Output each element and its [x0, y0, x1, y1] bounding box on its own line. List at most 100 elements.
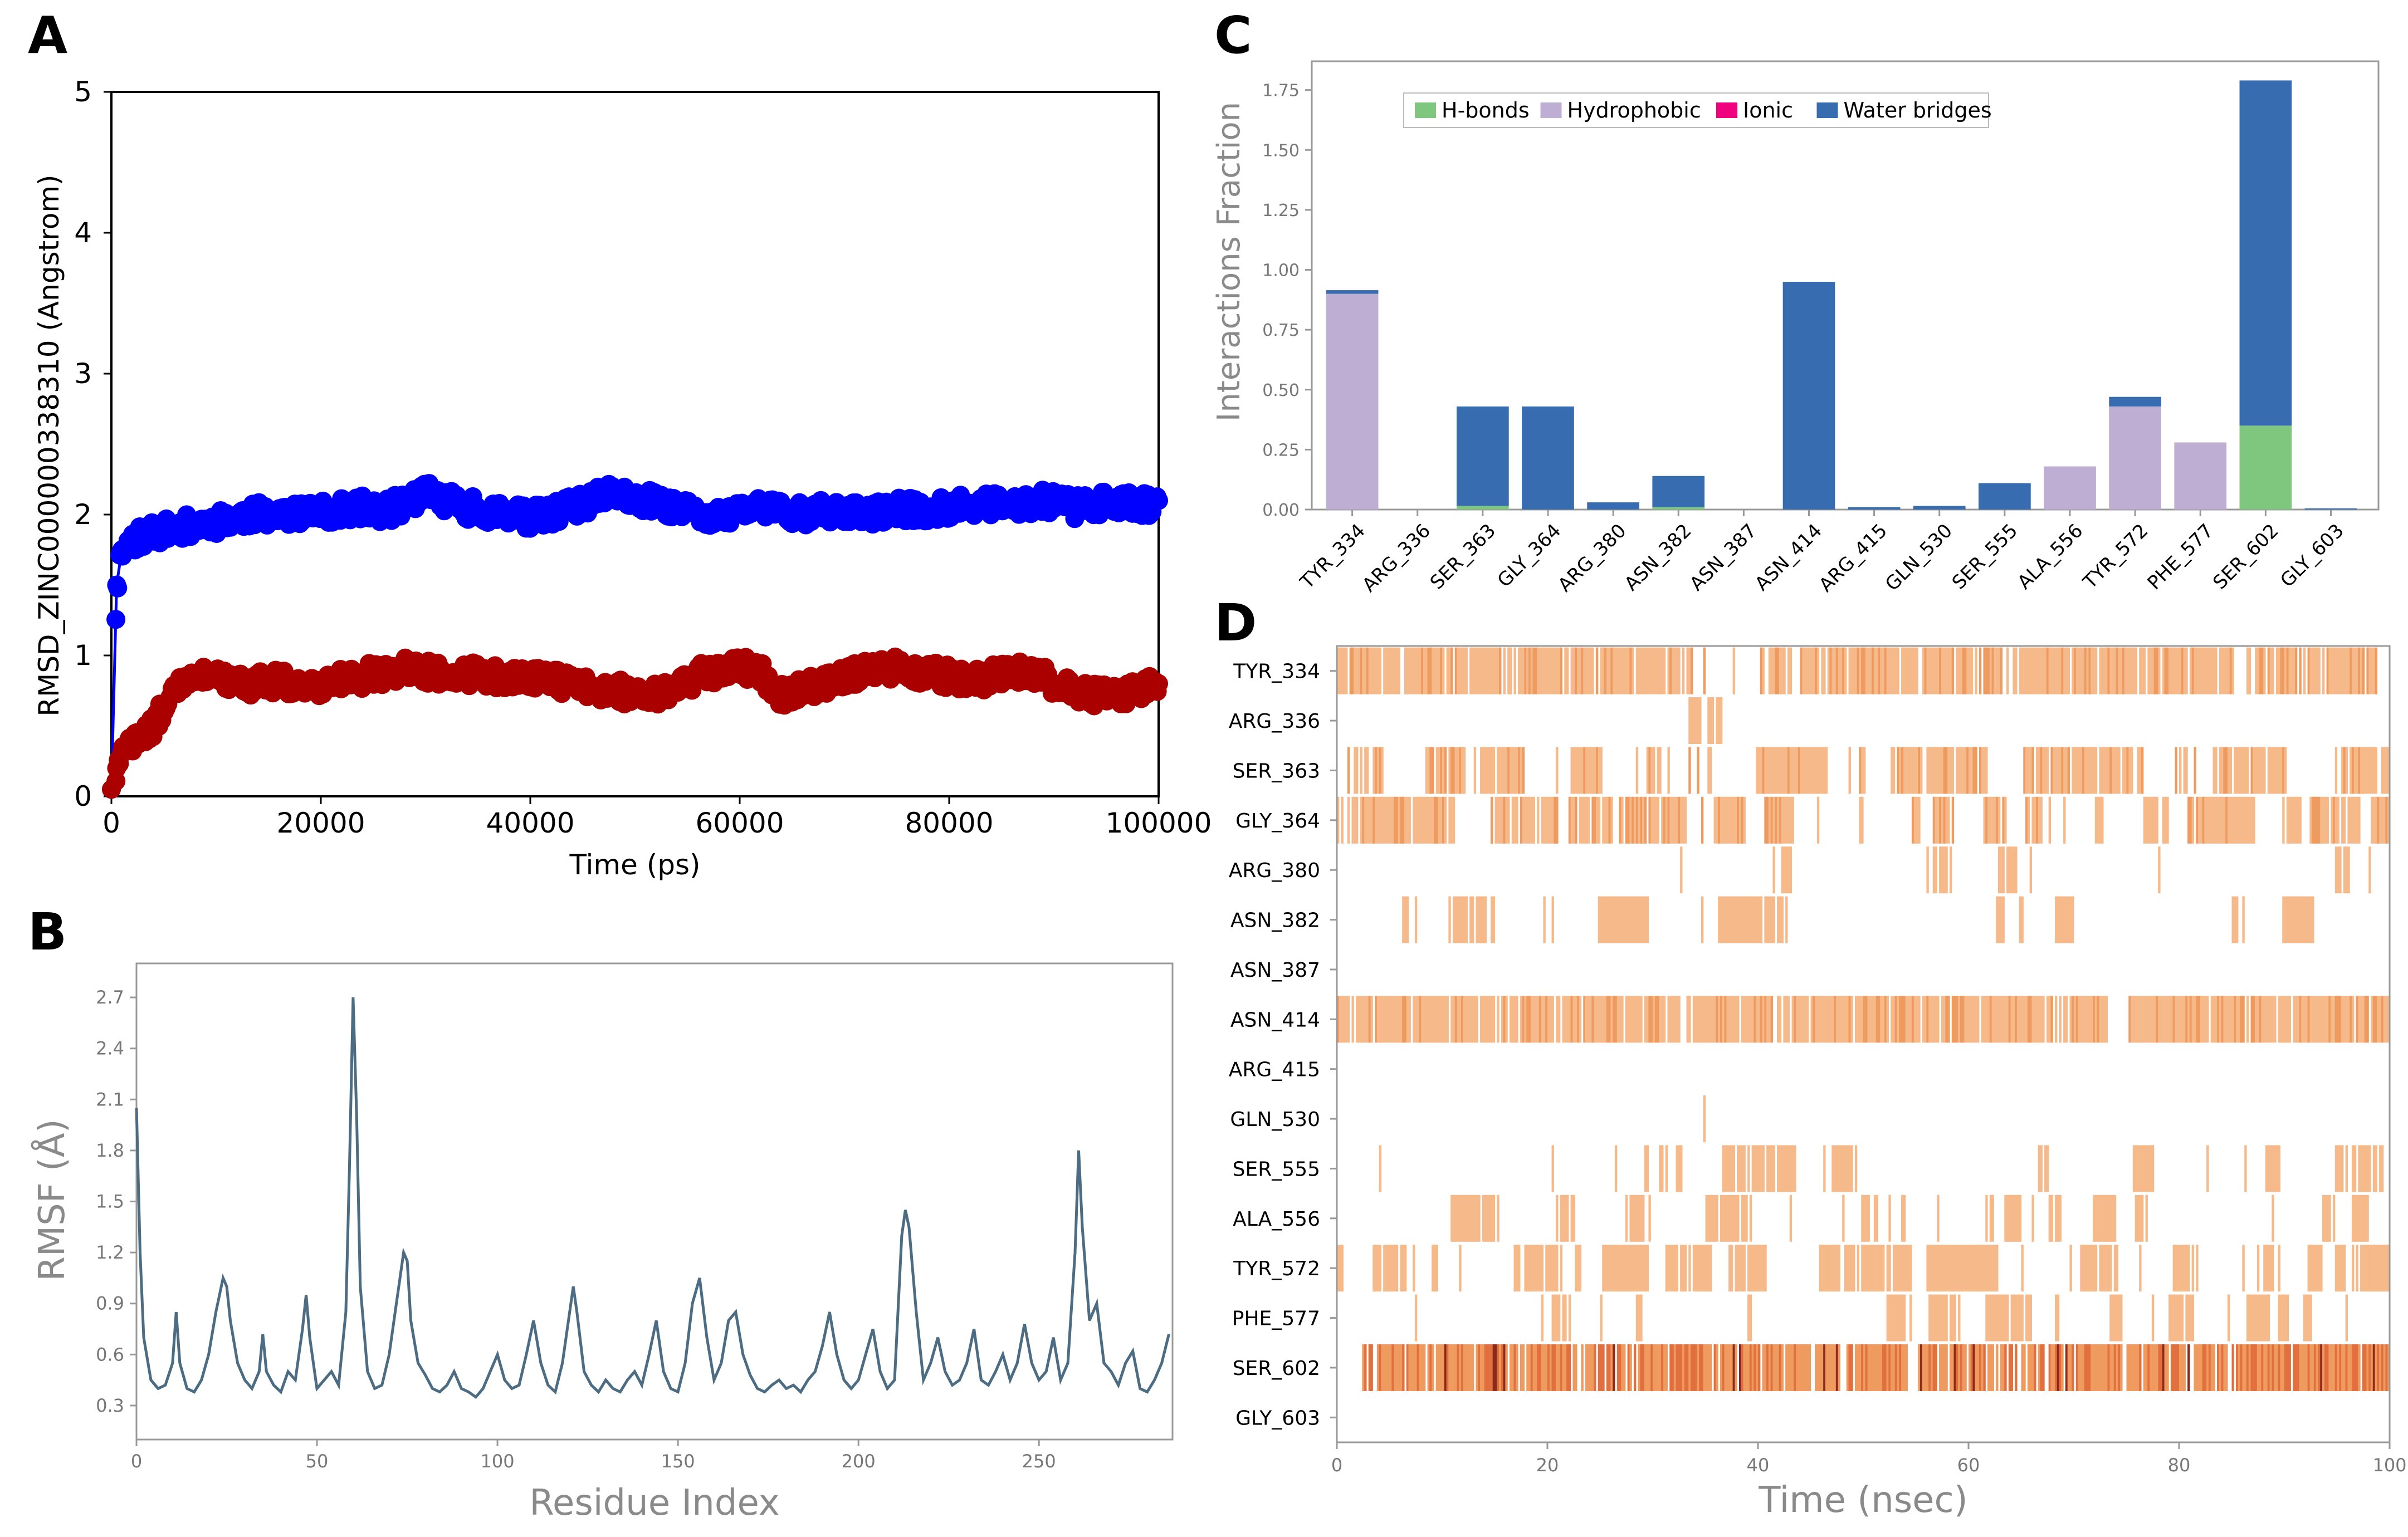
timeline-cell — [1996, 1344, 1999, 1391]
legend-entry: Water bridges — [1844, 98, 1992, 123]
timeline-cell — [1551, 1294, 1554, 1342]
rmsd-y-tick-label: 3 — [74, 358, 92, 390]
timeline-cell — [2212, 747, 2215, 794]
timeline-cell — [1943, 996, 1946, 1043]
timeline-cell — [1760, 896, 1763, 943]
timeline-cell — [1977, 1344, 1980, 1391]
timeline-cell — [2031, 747, 2034, 794]
timeline-cell — [2029, 1344, 2032, 1391]
timeline-category-label: PHE_577 — [1232, 1308, 1320, 1330]
interactions-category-label: ARG_380 — [1554, 520, 1631, 596]
timeline-cell — [1490, 796, 1493, 844]
timeline-cell — [2299, 796, 2302, 844]
timeline-cell — [1389, 647, 1392, 694]
timeline-cell — [1376, 996, 1380, 1043]
timeline-cell — [2351, 747, 2355, 794]
timeline-cell — [1394, 1344, 1396, 1391]
timeline-cell — [2027, 747, 2030, 794]
timeline-cell — [1547, 647, 1550, 694]
timeline-cell — [1543, 796, 1546, 844]
timeline-cell — [1375, 1245, 1378, 1292]
timeline-cell — [1800, 1344, 1803, 1391]
timeline-cell — [1781, 1344, 1784, 1391]
timeline-cell — [1657, 996, 1659, 1043]
timeline-cell — [2202, 796, 2205, 844]
timeline-cell — [1642, 1344, 1645, 1391]
timeline-cell — [1516, 796, 1518, 844]
timeline-cell — [2145, 1145, 2148, 1192]
timeline-cell — [2103, 747, 2106, 794]
timeline-cell — [1932, 846, 1936, 894]
timeline-cell — [1831, 1145, 1834, 1192]
timeline-cell — [2053, 647, 2055, 694]
timeline-cell — [2145, 1344, 2148, 1391]
timeline-cell — [1798, 747, 1801, 794]
timeline-cell — [1526, 996, 1529, 1043]
timeline-cell — [2248, 1294, 2251, 1342]
timeline-cell — [1648, 1344, 1651, 1391]
timeline-cell — [1926, 1245, 1929, 1292]
timeline-cell — [1423, 647, 1426, 694]
interactions-category-label: ASN_414 — [1751, 520, 1826, 595]
timeline-cell — [1991, 1344, 1994, 1391]
timeline-cell — [2307, 1294, 2310, 1342]
timeline-cell — [2265, 1344, 2268, 1391]
timeline-cell — [1951, 747, 1955, 794]
timeline-cell — [2097, 996, 2099, 1043]
timeline-cell — [2046, 647, 2049, 694]
timeline-cell — [1953, 1344, 1956, 1391]
timeline-cell — [1937, 796, 1940, 844]
timeline-x-tick-label: 100 — [2372, 1455, 2406, 1476]
timeline-cell — [2385, 796, 2388, 844]
timeline-cell — [1838, 1145, 1841, 1192]
timeline-cell — [1850, 1245, 1853, 1292]
timeline-cell — [1414, 647, 1418, 694]
timeline-cell — [1794, 1344, 1796, 1391]
timeline-cell — [2360, 996, 2363, 1043]
timeline-cell — [2000, 647, 2003, 694]
timeline-cell — [1770, 1145, 1774, 1192]
timeline-cell — [1945, 796, 1948, 844]
timeline-cell — [1488, 996, 1491, 1043]
timeline-cell — [1863, 1245, 1866, 1292]
timeline-cell — [1958, 747, 1961, 794]
timeline-cell — [1347, 796, 1350, 844]
timeline-cell — [2339, 1344, 2342, 1391]
timeline-cell — [2191, 796, 2195, 844]
timeline-cell — [1362, 796, 1365, 844]
timeline-cell — [1526, 647, 1529, 694]
timeline-cell — [1570, 1195, 1573, 1242]
timeline-cell — [1835, 1245, 1839, 1292]
timeline-cell — [1511, 1344, 1515, 1391]
timeline-cell — [1606, 796, 1609, 844]
timeline-cell — [2339, 1245, 2342, 1292]
timeline-cell — [1395, 647, 1399, 694]
timeline-cell — [1543, 1344, 1546, 1391]
timeline-cell — [1964, 1245, 1967, 1292]
timeline-cell — [1749, 1344, 1752, 1391]
timeline-cell — [2027, 996, 2030, 1043]
timeline-cell — [2141, 996, 2144, 1043]
timeline-cell — [1844, 1145, 1847, 1192]
timeline-cell — [1905, 747, 1908, 794]
timeline-cell — [2027, 1294, 2030, 1342]
timeline-cell — [2088, 1344, 2091, 1391]
timeline-cell — [2099, 1195, 2102, 1242]
timeline-cell — [1368, 647, 1371, 694]
timeline-cell — [1440, 747, 1443, 794]
timeline-cell — [1541, 1344, 1544, 1391]
timeline-cell — [2313, 996, 2317, 1043]
timeline-cell — [1796, 1344, 1799, 1391]
timeline-cell — [2385, 996, 2388, 1043]
timeline-cell — [1897, 996, 1899, 1043]
timeline-cell — [1530, 796, 1533, 844]
timeline-cell — [1562, 1195, 1565, 1242]
timeline-cell — [1738, 1344, 1742, 1391]
timeline-cell — [1943, 1344, 1946, 1391]
timeline-cell — [2223, 1344, 2226, 1391]
timeline-cell — [1608, 1245, 1611, 1292]
timeline-cell — [1673, 647, 1677, 694]
timeline-cell — [1743, 896, 1746, 943]
timeline-cell — [1653, 996, 1655, 1043]
